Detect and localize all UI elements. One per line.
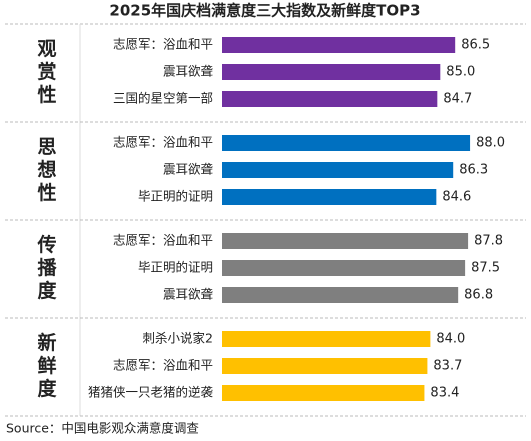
bar (222, 358, 428, 374)
bar (222, 260, 466, 276)
category-label: 震耳欲聋 (163, 287, 214, 302)
source-note: Source：中国电影观众满意度调查 (6, 421, 199, 436)
bar (222, 91, 438, 107)
group-label: 思想性 (35, 136, 57, 205)
bar (222, 135, 471, 151)
category-label: 志愿军：浴血和平 (113, 37, 213, 52)
bar (222, 37, 456, 53)
category-label: 震耳欲聋 (163, 64, 214, 79)
value-label: 87.8 (474, 234, 503, 249)
category-label: 毕正明的证明 (138, 189, 213, 204)
category-label: 震耳欲聋 (163, 162, 214, 177)
bar (222, 287, 459, 303)
bar (222, 189, 437, 205)
value-label: 87.5 (471, 261, 500, 276)
value-label: 86.5 (461, 38, 490, 53)
bar (222, 162, 454, 178)
bar (222, 385, 425, 401)
bar (222, 331, 431, 347)
category-label: 猪猪侠一只老猪的逆袭 (88, 385, 214, 400)
value-label: 86.8 (464, 288, 493, 303)
bar (222, 64, 441, 80)
group-label: 观赏性 (35, 38, 57, 107)
category-label: 三国的星空第一部 (113, 91, 213, 106)
bar (222, 233, 469, 249)
group-label: 新鲜度 (35, 331, 57, 401)
value-label: 84.0 (436, 332, 465, 347)
category-label: 志愿军：浴血和平 (113, 358, 213, 373)
value-label: 83.7 (433, 359, 462, 374)
category-label: 毕正明的证明 (138, 260, 213, 275)
category-label: 志愿军：浴血和平 (113, 233, 213, 248)
value-label: 84.7 (443, 92, 472, 107)
category-label: 志愿军：浴血和平 (113, 135, 213, 150)
value-label: 88.0 (476, 136, 505, 151)
category-label: 刺杀小说家2 (143, 331, 213, 346)
value-label: 85.0 (446, 65, 475, 80)
value-label: 86.3 (459, 163, 488, 178)
value-label: 83.4 (430, 386, 459, 401)
chart-title: 2025年国庆档满意度三大指数及新鲜度TOP3 (109, 2, 420, 20)
value-label: 84.6 (442, 190, 471, 205)
group-label: 传播度 (35, 233, 58, 303)
